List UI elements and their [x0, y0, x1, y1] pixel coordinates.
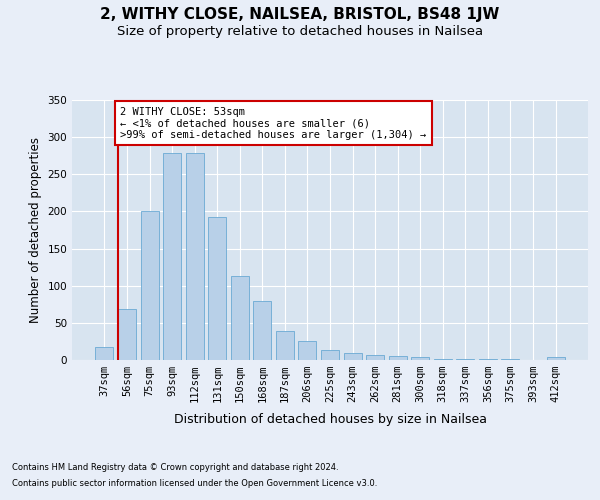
Text: Size of property relative to detached houses in Nailsea: Size of property relative to detached ho…	[117, 25, 483, 38]
Bar	[366, 355, 384, 360]
Bar	[231, 276, 249, 360]
Bar	[321, 350, 339, 360]
Bar	[163, 154, 181, 360]
Bar	[118, 310, 136, 360]
Bar	[185, 154, 204, 360]
Bar	[253, 302, 271, 360]
Bar	[389, 356, 407, 360]
Text: 2, WITHY CLOSE, NAILSEA, BRISTOL, BS48 1JW: 2, WITHY CLOSE, NAILSEA, BRISTOL, BS48 1…	[100, 8, 500, 22]
Text: 2 WITHY CLOSE: 53sqm
← <1% of detached houses are smaller (6)
>99% of semi-detac: 2 WITHY CLOSE: 53sqm ← <1% of detached h…	[120, 106, 427, 140]
Bar	[298, 342, 316, 360]
Text: Distribution of detached houses by size in Nailsea: Distribution of detached houses by size …	[173, 412, 487, 426]
Bar	[411, 357, 429, 360]
Bar	[344, 354, 362, 360]
Text: Contains HM Land Registry data © Crown copyright and database right 2024.: Contains HM Land Registry data © Crown c…	[12, 464, 338, 472]
Bar	[140, 212, 158, 360]
Bar	[434, 358, 452, 360]
Bar	[276, 331, 294, 360]
Bar	[95, 348, 113, 360]
Text: Contains public sector information licensed under the Open Government Licence v3: Contains public sector information licen…	[12, 478, 377, 488]
Bar	[547, 357, 565, 360]
Bar	[208, 216, 226, 360]
Y-axis label: Number of detached properties: Number of detached properties	[29, 137, 42, 323]
